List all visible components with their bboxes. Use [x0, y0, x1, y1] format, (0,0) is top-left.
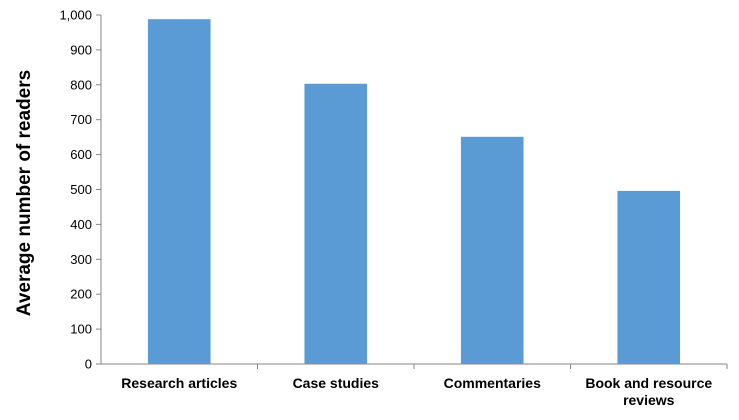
x-tick-label: Commentaries [444, 375, 541, 391]
bar [460, 136, 524, 364]
y-tick-label: 500 [70, 182, 92, 197]
x-tick-label: Book and resource reviews [585, 375, 712, 408]
y-tick-label: 300 [70, 252, 92, 267]
x-tick-label-line: Book and resource [585, 375, 712, 391]
y-tick-label: 400 [70, 217, 92, 232]
y-axis-title: Average number of readers [14, 70, 35, 316]
x-tick-label-line: Case studies [293, 375, 380, 391]
x-tick-label: Case studies [293, 375, 380, 391]
y-tick-label: 700 [70, 112, 92, 127]
y-axis-title-group: Average number of readers [14, 70, 35, 316]
x-tick-label-line: reviews [623, 392, 675, 408]
bar [147, 19, 211, 365]
bar [304, 83, 368, 365]
y-tick-label: 100 [70, 322, 92, 337]
bars [147, 19, 681, 365]
y-tick-label: 600 [70, 147, 92, 162]
y-tick-label: 800 [70, 77, 92, 92]
y-axis-ticks: 0 100 200 300 400 500 600 700 800 900 1,000 [59, 8, 101, 372]
x-tick-label: Research articles [121, 375, 237, 391]
y-tick-label: 1,000 [59, 8, 92, 23]
y-tick-label: 200 [70, 287, 92, 302]
x-axis-labels: Research articles Case studies Commentarie… [121, 364, 728, 408]
x-tick-label-line: Research articles [121, 375, 237, 391]
x-tick-label-line: Commentaries [444, 375, 541, 391]
y-tick-label: 0 [85, 357, 92, 372]
bar [617, 190, 681, 364]
y-tick-label: 900 [70, 42, 92, 57]
